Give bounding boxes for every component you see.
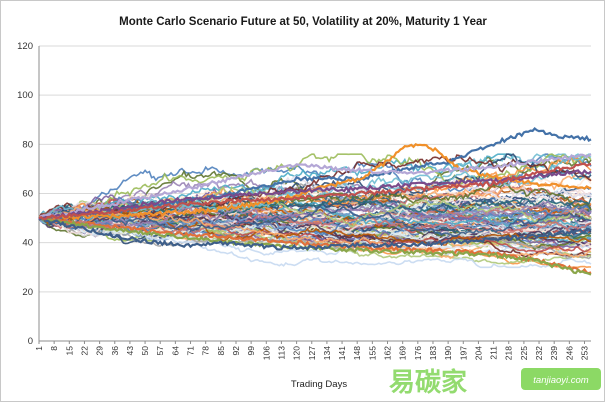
y-tick-label: 20 (22, 287, 33, 298)
y-tick-label: 40 (22, 238, 33, 249)
series-line (38, 153, 592, 221)
watermark: 易碳家 tanjiaoyi.com (389, 367, 601, 397)
axes (38, 46, 591, 344)
x-tick-label: 183 (428, 346, 438, 360)
x-tick-label: 176 (413, 346, 423, 360)
watermark-text: 易碳家 (389, 367, 467, 397)
series-line (38, 175, 592, 226)
chart-title: Monte Carlo Scenario Future at 50, Volat… (119, 16, 487, 28)
series-line (38, 153, 592, 221)
x-tick-labels: 1 8 15 22 29 36 43 50 57 64 71 78 85 92 99 106 113 120 127… (34, 346, 590, 360)
x-tick-label: 232 (534, 346, 544, 360)
y-tick-label: 0 (28, 336, 33, 347)
x-tick-label: 190 (443, 346, 453, 360)
x-tick-label: 113 (276, 346, 286, 360)
x-tick-label: 106 (261, 346, 271, 360)
x-tick-label: 197 (458, 346, 468, 360)
x-tick-label: 148 (352, 346, 362, 360)
x-tick-label: 36 (110, 346, 120, 356)
y-tick-label: 100 (17, 90, 33, 101)
series-line-path-low-orange (38, 215, 592, 275)
series-line-path-lavender (38, 153, 592, 220)
x-tick-label: 204 (473, 346, 483, 360)
x-axis-label: Trading Days (291, 379, 347, 390)
y-tick-label: 60 (22, 189, 33, 200)
series-line-path-high-blue (38, 126, 592, 221)
x-tick-label: 22 (79, 346, 89, 356)
x-tick-label: 127 (307, 346, 317, 360)
x-tick-label: 211 (489, 346, 499, 360)
x-tick-label: 85 (216, 346, 226, 356)
x-tick-label: 141 (337, 346, 347, 360)
x-tick-label: 50 (140, 346, 150, 356)
x-tick-label: 169 (398, 346, 408, 360)
x-tick-label: 225 (519, 346, 529, 360)
x-tick-label: 162 (383, 346, 393, 360)
x-tick-label: 218 (504, 346, 514, 360)
x-tick-label: 43 (125, 346, 135, 356)
x-tick-label: 120 (292, 346, 302, 360)
series-line (38, 205, 592, 237)
x-tick-label: 134 (322, 346, 332, 360)
x-tick-label: 29 (95, 346, 105, 356)
watermark-url-badge (521, 368, 601, 390)
watermark-url: tanjiaoyi.com (533, 375, 589, 386)
x-tick-label: 57 (155, 346, 165, 356)
x-tick-label: 246 (564, 346, 574, 360)
series-line (38, 200, 592, 228)
series-line-path-low-navy (38, 216, 592, 251)
x-tick-label: 15 (64, 346, 74, 356)
x-tick-label: 71 (186, 346, 196, 356)
x-tick-label: 253 (580, 346, 590, 360)
x-tick-label: 239 (549, 346, 559, 360)
series-line-path-red (38, 162, 592, 221)
x-tick-label: 99 (246, 346, 256, 356)
y-tick-label: 80 (22, 139, 33, 150)
x-tick-label: 8 (49, 346, 59, 351)
series-lines (38, 126, 592, 276)
x-tick-label: 92 (231, 346, 241, 356)
x-tick-label: 78 (201, 346, 211, 356)
x-tick-label: 64 (170, 346, 180, 356)
x-tick-label: 1 (34, 346, 44, 351)
y-tick-labels: 0 20 40 60 80 100 120 (17, 41, 33, 347)
y-tick-label: 120 (17, 41, 33, 52)
series-line (39, 153, 592, 221)
series-line (38, 210, 592, 232)
series-line (38, 196, 592, 229)
x-tick-label: 155 (367, 346, 377, 360)
